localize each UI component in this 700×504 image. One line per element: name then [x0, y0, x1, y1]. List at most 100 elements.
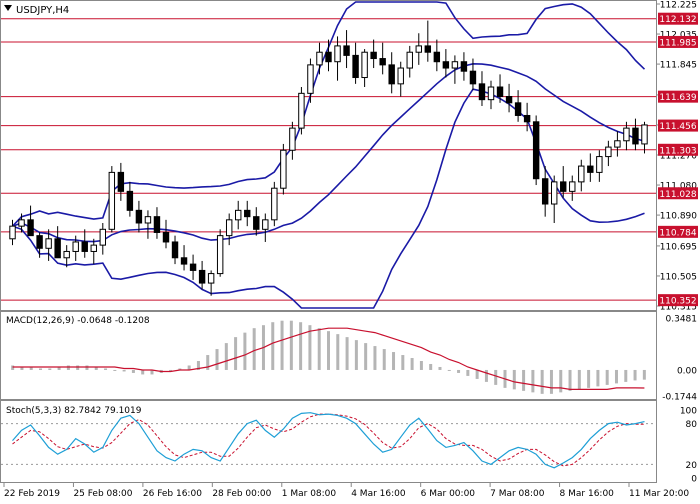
macd-histogram-bar [447, 369, 451, 371]
macd-signal-line [12, 327, 645, 390]
time-tick-label: 1 Mar 08:00 [282, 489, 337, 499]
stoch-main-line [12, 412, 645, 469]
macd-histogram-bar [587, 369, 591, 388]
candle-body [541, 178, 549, 205]
macd-histogram-bar [234, 337, 238, 370]
candle-body [271, 187, 278, 221]
candle-body [614, 140, 621, 148]
macd-histogram-bar [568, 369, 572, 391]
candle-body [63, 250, 70, 259]
macd-histogram-bar [345, 337, 349, 370]
macd-histogram-bar [392, 352, 396, 370]
macd-histogram-bar [215, 349, 219, 370]
macd-histogram-bar [76, 365, 80, 370]
macd-histogram-bar [549, 369, 553, 394]
level-label: 111.303 [659, 146, 696, 156]
macd-histogram-bar [475, 369, 479, 379]
level-label-bg [658, 225, 698, 238]
candle-body [361, 51, 368, 79]
macd-histogram-bar [484, 369, 488, 382]
candle-body [198, 269, 206, 284]
macd-histogram-bar [364, 343, 368, 370]
macd-histogram-bar [169, 369, 173, 372]
candle-body [442, 61, 450, 69]
candle-body [153, 216, 161, 233]
time-tick-label: 28 Feb 00:00 [212, 489, 271, 499]
macd-histogram-bar [224, 343, 228, 370]
price-tick-label: 112.225 [660, 1, 697, 11]
candle-body [569, 181, 576, 192]
candle-body [587, 165, 594, 173]
macd-histogram-bar [410, 358, 414, 370]
macd-histogram-bar [243, 332, 247, 370]
macd-histogram-bar [624, 369, 628, 382]
bollinger-middle [12, 62, 645, 243]
candle-body [478, 83, 486, 101]
candlesticks [9, 20, 648, 296]
candle-body [298, 92, 305, 129]
macd-histogram-bar [29, 366, 33, 370]
time-tick-label: 22 Feb 2019 [4, 489, 60, 499]
candle-body [36, 235, 43, 249]
macd-panel-title: MACD(12,26,9) -0.0648 -0.1208 [6, 316, 150, 326]
macd-panel-frame [0, 311, 657, 400]
macd-histogram-bar [11, 365, 15, 370]
candle-body [207, 273, 215, 284]
candle-body [289, 127, 296, 151]
macd-histogram-bar [401, 355, 405, 370]
macd-histogram-bar [317, 328, 321, 370]
macd-histogram-bar [57, 366, 61, 370]
macd-histogram-bar [596, 369, 600, 387]
candle-body [18, 219, 25, 227]
level-label-bg [658, 35, 698, 48]
macd-tick-label: 0.3481 [666, 315, 698, 325]
macd-histogram-bar [457, 369, 461, 373]
macd-histogram-bar [559, 369, 563, 393]
candle-body [487, 86, 495, 101]
candle-body [623, 127, 630, 142]
stoch-tick-label: 80 [686, 420, 698, 430]
price-tick-label: 111.845 [660, 61, 697, 71]
candle-body [641, 124, 648, 145]
macd-histogram-bar [85, 365, 89, 370]
macd-histogram-bar [131, 369, 135, 373]
candle-body [90, 244, 97, 252]
macd-histogram-bar [308, 325, 312, 370]
candle-body [27, 219, 34, 237]
macd-histogram-bar [113, 369, 117, 371]
time-tick-label: 6 Mar 00:00 [421, 489, 476, 499]
macd-histogram-bar [280, 320, 284, 370]
macd-histogram-bar [419, 361, 423, 370]
chart-arrow-icon [4, 5, 12, 11]
macd-series [11, 320, 646, 394]
macd-histogram-bar [206, 355, 210, 370]
candle-body [316, 51, 323, 66]
time-tick-label: 4 Mar 16:00 [351, 489, 406, 499]
macd-histogram-bar [382, 349, 386, 370]
candle-body [424, 45, 432, 53]
time-axis: 22 Feb 2019 25 Feb 08:00 26 Feb 16:00 28 Fe… [3, 483, 689, 499]
macd-histogram-bar [20, 366, 24, 370]
stoch-series [1, 412, 656, 469]
time-tick-label: 8 Mar 16:00 [560, 489, 615, 499]
level-label: 111.456 [659, 122, 696, 132]
candle-body [244, 209, 251, 218]
candle-body [45, 238, 52, 249]
price-tick-label: 110.505 [660, 272, 697, 282]
candle-body [596, 156, 603, 173]
stoch-tick-label: 0 [691, 475, 697, 485]
macd-histogram-bar [150, 369, 154, 375]
candle-body [379, 58, 386, 66]
macd-histogram-bar [438, 366, 442, 370]
stoch-panel-frame [0, 400, 657, 483]
bollinger-lower [12, 88, 645, 309]
candle-body [334, 45, 341, 63]
macd-histogram-bar [642, 369, 646, 380]
candle-body [108, 171, 116, 230]
candle-body [135, 209, 143, 224]
time-tick-label: 26 Feb 16:00 [143, 489, 202, 499]
candle-body [144, 216, 152, 224]
candle-body [81, 241, 88, 252]
candle-body [370, 51, 377, 60]
